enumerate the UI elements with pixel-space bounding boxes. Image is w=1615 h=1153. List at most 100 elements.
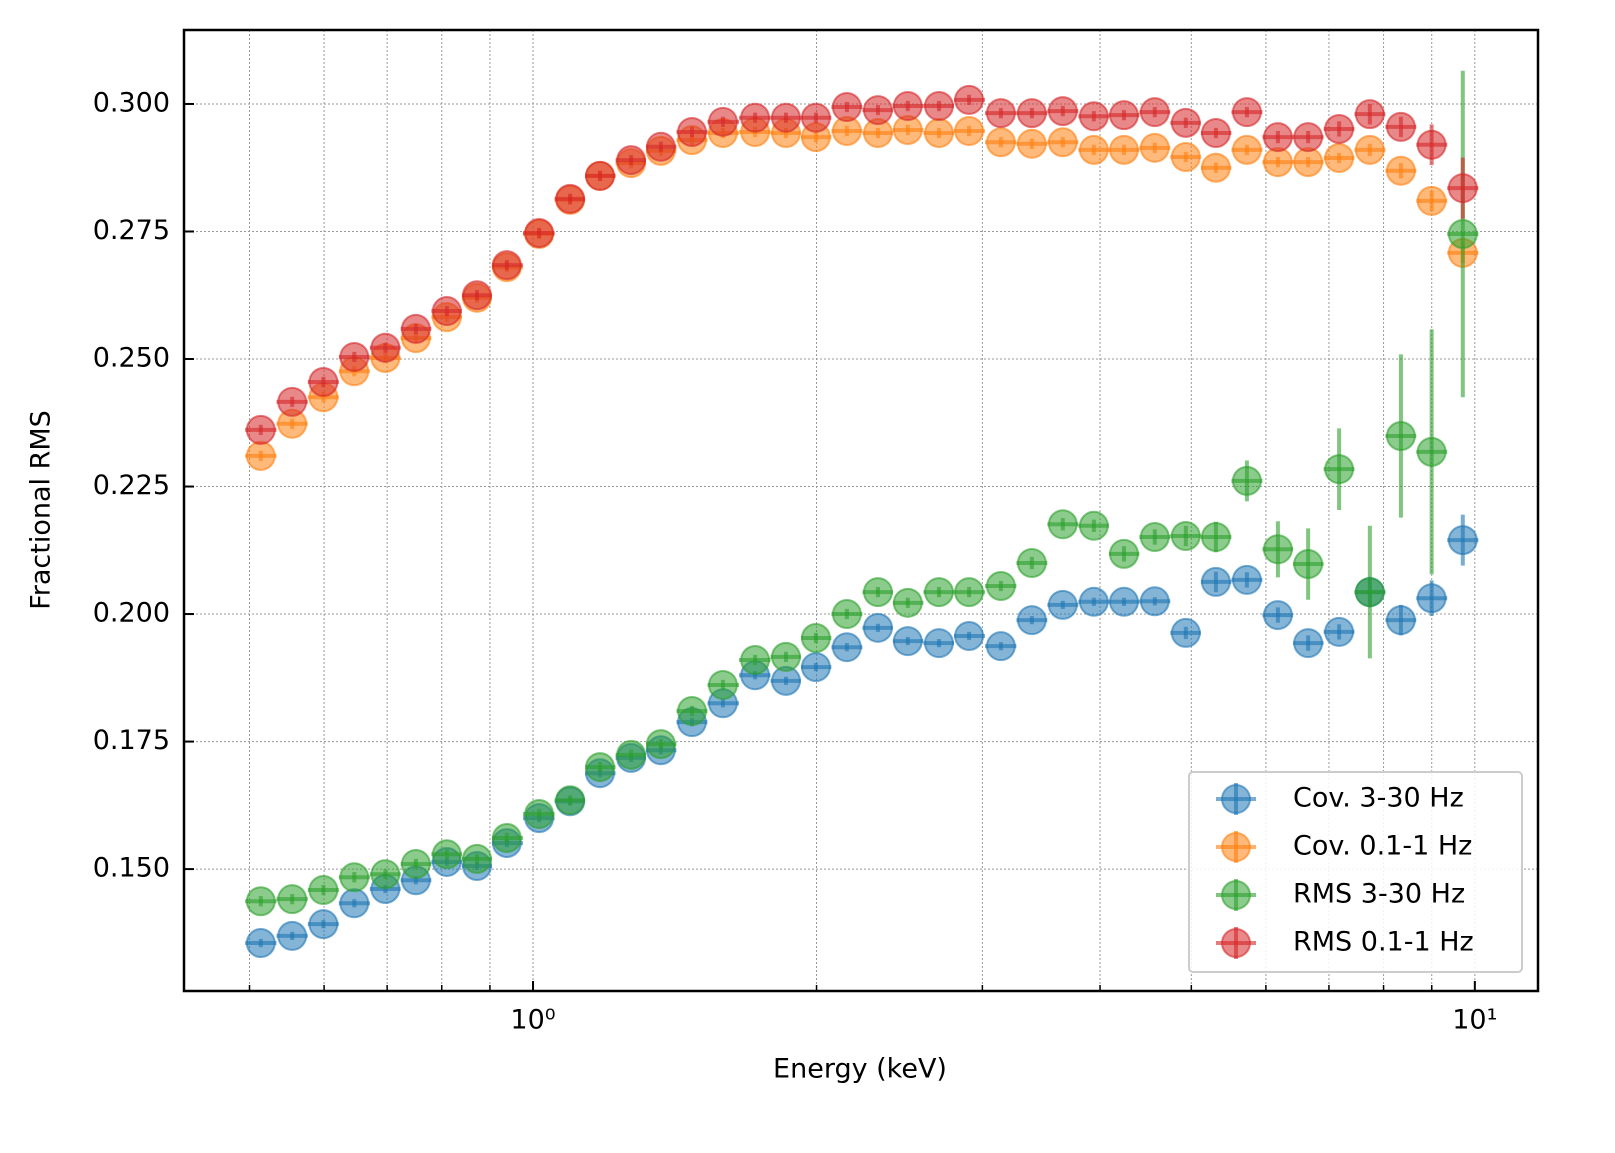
marker [1170,617,1201,648]
y-axis-label: Fractional RMS [26,410,57,610]
marker [1108,586,1139,617]
series [245,84,1479,445]
marker [277,386,308,417]
marker [1200,522,1231,553]
marker [1385,605,1416,636]
marker [431,839,462,870]
marker [954,84,985,115]
axes-frame [182,28,1540,993]
marker [585,752,616,783]
legend-marker [1221,784,1251,814]
marker [1078,510,1109,541]
marker [308,366,339,397]
marker [1416,436,1447,467]
marker [862,577,893,608]
marker [616,145,647,176]
marker [1416,583,1447,614]
series [245,70,1479,917]
marker [1231,97,1262,128]
marker [1447,173,1478,204]
marker [1385,421,1416,452]
marker [339,862,370,893]
legend: Cov. 3-30 Hz Cov. 0.1-1 Hz RMS 3-30 Hz RMS … [1188,771,1523,973]
marker [308,875,339,906]
marker [862,95,893,126]
marker [954,115,985,146]
marker [645,131,676,162]
marker [923,628,954,659]
marker [245,886,276,917]
marker [524,799,555,830]
marker [1200,118,1231,149]
marker [1416,185,1447,216]
marker [1231,465,1262,496]
marker [1324,143,1355,174]
marker [1385,155,1416,186]
marker [1108,100,1139,131]
marker [707,669,738,700]
marker [491,822,522,853]
marker [277,920,308,951]
marker [1016,128,1047,159]
marker [1293,122,1324,153]
marker [1262,122,1293,153]
marker [1293,549,1324,580]
marker [985,570,1016,601]
marker [1231,564,1262,595]
marker [954,577,985,608]
marker [1170,142,1201,173]
marker [555,785,586,816]
y-tick-label: 0.200 [93,598,170,629]
marker [985,98,1016,129]
marker [1416,129,1447,160]
marker [1324,113,1355,144]
marker [1078,134,1109,165]
marker [831,632,862,663]
marker [1354,99,1385,130]
marker [308,909,339,940]
marker [245,414,276,445]
y-tick-label: 0.250 [93,343,170,374]
marker [400,848,431,879]
marker [923,91,954,122]
marker [892,587,923,618]
marker [1170,107,1201,138]
marker [277,884,308,915]
marker [245,440,276,471]
marker [1324,616,1355,647]
marker [1447,525,1478,556]
marker [1293,628,1324,659]
y-tick-label: 0.175 [93,725,170,756]
marker [1047,127,1078,158]
marker [1354,134,1385,165]
marker [676,695,707,726]
legend-marker [1221,928,1251,958]
marker [954,620,985,651]
marker [1447,219,1478,250]
marker [923,577,954,608]
plot-area [245,70,1479,959]
marker [676,117,707,148]
marker [1354,577,1385,608]
marker [831,92,862,123]
marker [1200,566,1231,597]
marker [1231,134,1262,165]
marker [800,102,831,133]
marker [892,626,923,657]
legend-label: Cov. 3-30 Hz [1293,783,1464,814]
marker [1047,589,1078,620]
marker [1200,152,1231,183]
marker [1016,98,1047,129]
marker [431,296,462,327]
marker [1293,147,1324,178]
x-tick-label: 10¹ [1452,1005,1497,1036]
marker [1047,509,1078,540]
marker [1262,147,1293,178]
marker [462,280,493,311]
marker [1047,96,1078,127]
marker [555,183,586,214]
marker [1016,548,1047,579]
marker [1016,605,1047,636]
marker [740,102,771,133]
marker [616,739,647,770]
